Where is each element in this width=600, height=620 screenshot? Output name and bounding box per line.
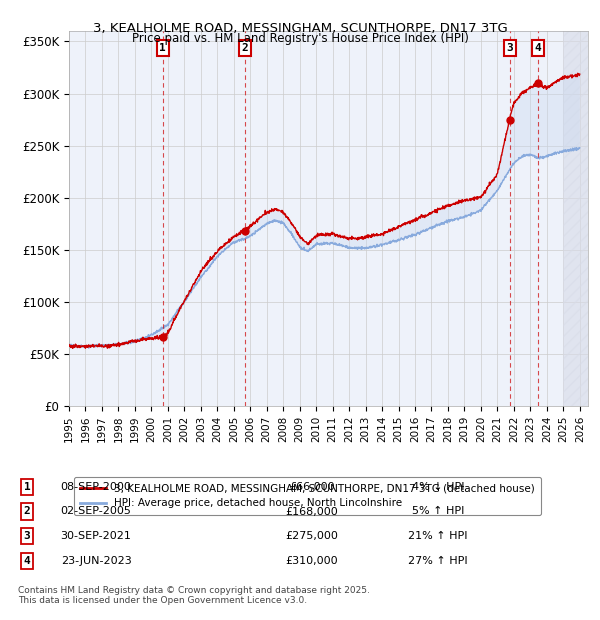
Bar [563, 31, 588, 406]
Text: Price paid vs. HM Land Registry's House Price Index (HPI): Price paid vs. HM Land Registry's House … [131, 32, 469, 45]
Text: £275,000: £275,000 [286, 531, 338, 541]
Legend: 3, KEALHOLME ROAD, MESSINGHAM, SCUNTHORPE, DN17 3TG (detached house), HPI: Avera: 3, KEALHOLME ROAD, MESSINGHAM, SCUNTHORP… [74, 477, 541, 515]
Text: 4% ↓ HPI: 4% ↓ HPI [412, 482, 464, 492]
Text: 5% ↑ HPI: 5% ↑ HPI [412, 507, 464, 516]
Text: 3, KEALHOLME ROAD, MESSINGHAM, SCUNTHORPE, DN17 3TG: 3, KEALHOLME ROAD, MESSINGHAM, SCUNTHORP… [92, 22, 508, 35]
Text: 21% ↑ HPI: 21% ↑ HPI [408, 531, 468, 541]
Text: 08-SEP-2000: 08-SEP-2000 [61, 482, 131, 492]
Text: 4: 4 [23, 556, 31, 566]
Text: £66,000: £66,000 [289, 482, 335, 492]
Text: 30-SEP-2021: 30-SEP-2021 [61, 531, 131, 541]
Text: £310,000: £310,000 [286, 556, 338, 566]
Text: 1: 1 [160, 43, 166, 53]
Text: 4: 4 [535, 43, 542, 53]
Text: £168,000: £168,000 [286, 507, 338, 516]
Text: Contains HM Land Registry data © Crown copyright and database right 2025.
This d: Contains HM Land Registry data © Crown c… [18, 586, 370, 605]
Text: 3: 3 [506, 43, 513, 53]
Text: 1: 1 [23, 482, 31, 492]
Text: 3: 3 [23, 531, 31, 541]
Text: 23-JUN-2023: 23-JUN-2023 [61, 556, 131, 566]
Text: 2: 2 [241, 43, 248, 53]
Text: 02-SEP-2005: 02-SEP-2005 [61, 507, 131, 516]
Text: 27% ↑ HPI: 27% ↑ HPI [408, 556, 468, 566]
Text: 2: 2 [23, 507, 31, 516]
